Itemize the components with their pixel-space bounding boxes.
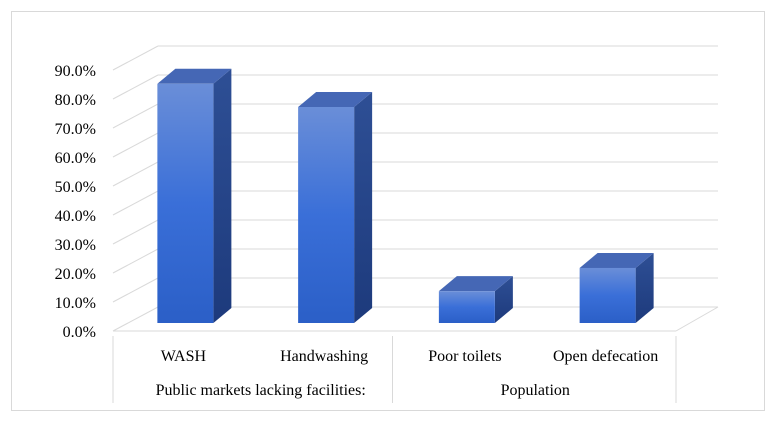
bar-top [298, 92, 373, 107]
y-tick-label: 70.0% [55, 121, 96, 138]
bar-handwashing [298, 92, 373, 323]
gridlines [112, 45, 719, 332]
gridline-diagonal [112, 190, 159, 216]
y-tick-label: 0.0% [63, 324, 96, 341]
gridline-diagonal [112, 74, 159, 100]
x-category-label: WASH [161, 348, 207, 365]
bar-side [213, 68, 232, 323]
bar-front [438, 291, 495, 323]
gridline-diagonal [112, 248, 159, 274]
bar-side [494, 276, 513, 323]
bar-wash [157, 68, 232, 323]
x-category-label: Open defecation [553, 348, 658, 365]
bar-front [298, 107, 355, 323]
y-tick-label: 20.0% [55, 266, 96, 283]
bars [157, 68, 654, 323]
gridline-diagonal [112, 132, 159, 158]
chart-frame [11, 11, 765, 411]
bar-poor-toilets [438, 276, 513, 323]
gridline-diagonal [112, 277, 159, 303]
bar-front [157, 83, 214, 323]
y-tick-label: 50.0% [55, 179, 96, 196]
x-group-label: Public markets lacking facilities: [156, 382, 366, 399]
gridline-diagonal [112, 161, 159, 187]
y-tick-label: 80.0% [55, 92, 96, 109]
bar-top [579, 252, 654, 268]
x-category-label: Poor toilets [428, 348, 501, 365]
bar-side [635, 252, 654, 323]
y-tick-label: 30.0% [55, 237, 96, 254]
bar-open-defecation [579, 252, 654, 323]
gridline-diagonal [112, 306, 159, 332]
bar-top [157, 68, 232, 84]
x-category-label: Handwashing [280, 348, 368, 365]
y-tick-label: 10.0% [55, 295, 96, 312]
gridline-diagonal [112, 45, 159, 71]
floor-edge-right [675, 306, 719, 332]
bar-front [579, 267, 636, 323]
gridline-diagonal [112, 219, 159, 245]
bar-side [354, 92, 373, 323]
y-tick-label: 40.0% [55, 208, 96, 225]
y-tick-label: 60.0% [55, 150, 96, 167]
gridline-diagonal [112, 103, 159, 129]
y-axis-ticks: 0.0% 10.0% 20.0% 30.0% 40.0% 50.0% 60.0% 70.0% 8… [55, 63, 96, 341]
bar-top [438, 276, 513, 292]
x-group-label: Population [501, 382, 570, 399]
y-tick-label: 90.0% [55, 63, 96, 80]
x-axis-labels: WASH Handwashing Poor toilets Open defecati… [112, 336, 677, 403]
